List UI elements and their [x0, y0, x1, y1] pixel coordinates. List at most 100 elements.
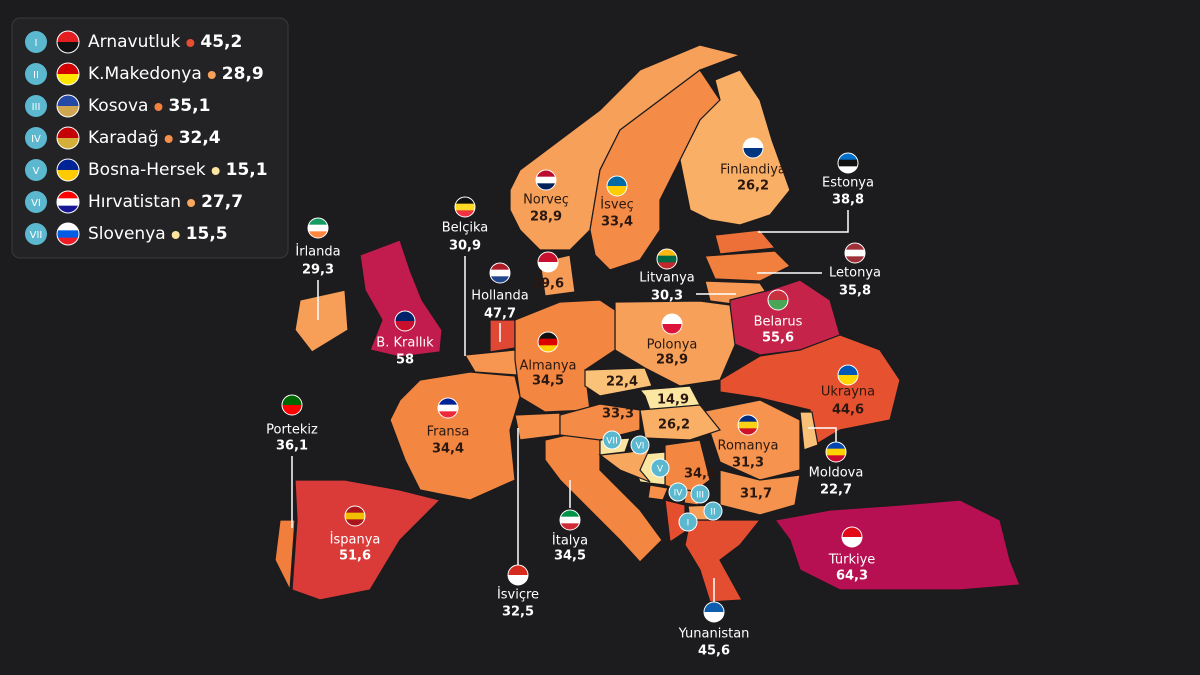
- legend-dot: [187, 199, 196, 207]
- country-value: 30,9: [449, 239, 481, 254]
- country-value: 33,3: [602, 407, 634, 422]
- legend-value: 27,7: [201, 192, 243, 212]
- flag-stripe: [395, 311, 415, 322]
- country-name: Finlandiya: [720, 163, 786, 178]
- flag-stripe: [538, 338, 558, 346]
- country-name: B. Krallık: [376, 336, 434, 351]
- country-name: Polonya: [647, 338, 698, 353]
- country-value: 22,4: [606, 375, 638, 390]
- flag-ring: [56, 222, 80, 246]
- country-name: Belçika: [442, 221, 489, 236]
- flag-stripe: [838, 159, 858, 167]
- legend-value: 35,1: [168, 96, 210, 116]
- flag-stripe: [455, 210, 475, 217]
- country-name: Ukrayna: [821, 385, 875, 400]
- flag-stripe: [845, 243, 865, 251]
- numeral-badge: [25, 95, 47, 117]
- numeral-badge: [25, 127, 47, 149]
- country: [714, 229, 777, 255]
- country-name: Yunanistan: [678, 627, 750, 642]
- country-name: İsveç: [600, 197, 633, 213]
- country-value: 34,4: [684, 467, 716, 482]
- country-value: 55,6: [762, 331, 794, 346]
- country-value: 31,7: [740, 487, 772, 502]
- legend-value: 32,4: [179, 128, 221, 148]
- numeral-badge: [25, 63, 47, 85]
- country-value: 44,6: [832, 403, 864, 418]
- legend-dot: [186, 39, 195, 47]
- flag-stripe: [345, 519, 365, 526]
- numeral-badge: [25, 31, 47, 53]
- numeral: IV: [31, 134, 41, 145]
- flag-ring: [307, 217, 329, 239]
- flag-stripe: [838, 153, 858, 161]
- flag-ring: [737, 414, 759, 436]
- legend-dot: [211, 167, 220, 175]
- country-value: 29,6: [532, 277, 564, 292]
- country-value: 34,5: [554, 549, 586, 564]
- flag-stripe: [826, 442, 846, 450]
- country-value: 36,1: [276, 439, 308, 454]
- flag-ring: [537, 331, 559, 353]
- country-value: 32,5: [502, 605, 534, 620]
- country-value: 22,7: [820, 483, 852, 498]
- legend-name: Hırvatistan: [88, 192, 181, 212]
- flag-stripe: [57, 127, 79, 139]
- flag-ring: [56, 190, 80, 214]
- country-value: 47,7: [484, 307, 516, 322]
- numeral-marker: [703, 501, 723, 521]
- flag-stripe: [607, 186, 627, 196]
- legend-value: 45,2: [200, 32, 242, 52]
- flag-stripe: [838, 365, 858, 376]
- country: [559, 403, 641, 441]
- country-value: 34,4: [432, 442, 464, 457]
- numeral-marker: [630, 435, 650, 455]
- flag-stripe: [657, 255, 677, 263]
- numeral-marker: [678, 512, 698, 532]
- flag-ring: [844, 242, 866, 264]
- flag-stripe: [438, 404, 458, 412]
- flag-ring: [742, 137, 764, 159]
- legend-box: [11, 17, 289, 259]
- country: [274, 519, 296, 593]
- country: [679, 69, 791, 226]
- country-name: Türkiye: [828, 553, 876, 568]
- flag-stripe: [662, 324, 682, 334]
- numeral: V: [33, 166, 40, 177]
- country: [799, 411, 819, 451]
- legend-name: Bosna-Hersek: [88, 160, 206, 180]
- flag-stripe: [657, 262, 677, 269]
- flag-stripe: [657, 249, 677, 257]
- flag-stripe: [57, 230, 79, 239]
- leader-lines: [291, 210, 849, 602]
- legend: I Arnavutluk 45,2 II K.Makedonya 28,9 III Kosov…: [25, 30, 268, 246]
- flag-ring: [703, 601, 725, 623]
- country-value: 30,3: [651, 289, 683, 304]
- legend-dot: [207, 71, 216, 79]
- flag-stripe: [738, 415, 758, 423]
- country-value: 28,9: [656, 353, 688, 368]
- flag-ring: [656, 248, 678, 270]
- flag-stripe: [538, 345, 558, 352]
- numeral: III: [32, 102, 41, 113]
- country-value: 29,3: [302, 263, 334, 278]
- numeral-marker-label: III: [696, 491, 704, 501]
- flag-stripe: [455, 203, 475, 211]
- flag-stripe: [743, 138, 763, 149]
- flag-stripe: [345, 512, 365, 520]
- flag-stripe: [490, 276, 510, 283]
- numeral: VII: [30, 230, 43, 241]
- legend-dot: [154, 103, 163, 111]
- flag-stripe: [57, 74, 79, 85]
- country-name: Moldova: [809, 466, 864, 481]
- flag-stripe: [57, 205, 79, 213]
- flag-stripe: [57, 31, 79, 43]
- flag-ring: [344, 505, 366, 527]
- country-name: İsviçre: [497, 587, 539, 603]
- flag-stripe: [508, 575, 528, 585]
- numeral-marker-label: V: [657, 465, 664, 475]
- flag-stripe: [704, 612, 724, 622]
- numeral-marker-label: I: [687, 519, 690, 529]
- flag-ring: [56, 62, 80, 86]
